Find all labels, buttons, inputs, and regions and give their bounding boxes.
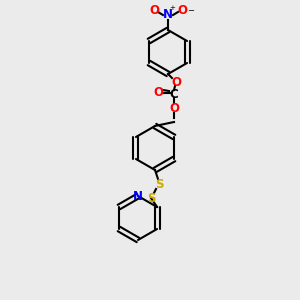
Text: O: O bbox=[169, 101, 179, 115]
Text: O: O bbox=[149, 4, 159, 17]
Text: N: N bbox=[163, 8, 173, 20]
Text: O: O bbox=[153, 85, 163, 98]
Text: O: O bbox=[177, 4, 187, 17]
Text: −: − bbox=[188, 7, 194, 16]
Text: S: S bbox=[155, 178, 163, 190]
Text: S: S bbox=[147, 191, 155, 205]
Text: O: O bbox=[171, 76, 181, 88]
Text: N: N bbox=[133, 190, 143, 202]
Text: C: C bbox=[169, 88, 178, 100]
Text: +: + bbox=[169, 5, 175, 11]
